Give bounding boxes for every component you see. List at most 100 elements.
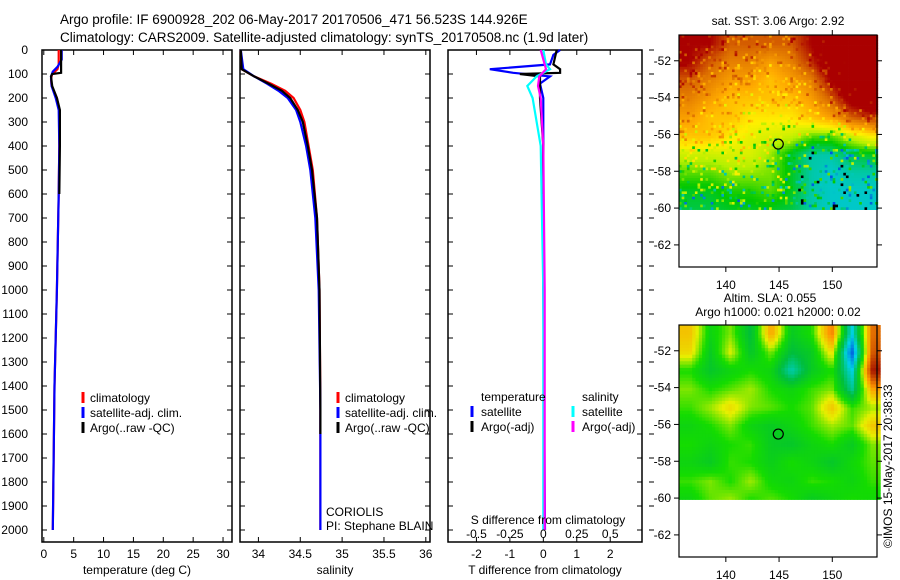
heatmap-cell	[808, 93, 812, 97]
heatmap-cell	[689, 178, 693, 182]
heatmap-cell	[737, 119, 741, 123]
heatmap-cell	[869, 80, 873, 84]
heatmap-cell	[692, 188, 696, 192]
heatmap-cell	[681, 149, 685, 153]
heatmap-cell	[750, 170, 754, 174]
heatmap-cell	[779, 149, 783, 153]
heatmap-cell	[785, 53, 789, 57]
x-tick-label: 36	[419, 547, 433, 561]
heatmap-cell	[694, 122, 698, 126]
heatmap-cell	[753, 40, 757, 44]
heatmap-cell	[710, 178, 714, 182]
heatmap-cell	[742, 90, 746, 94]
heatmap-cell	[814, 186, 818, 190]
heatmap-cell	[681, 175, 685, 179]
heatmap-cell	[708, 40, 712, 44]
heatmap-cell	[856, 103, 860, 107]
heatmap-cell	[782, 119, 786, 123]
heatmap-cell	[747, 199, 751, 203]
heatmap-cell	[867, 80, 871, 84]
heatmap-cell	[734, 40, 738, 44]
heatmap-cell	[734, 162, 738, 166]
heatmap-cell	[853, 194, 857, 198]
heatmap-cell	[777, 88, 781, 92]
heatmap-cell	[827, 167, 831, 171]
heatmap-cell	[763, 183, 767, 187]
heatmap-cell	[830, 154, 834, 158]
heatmap-cell	[718, 93, 722, 97]
heatmap-cell	[830, 164, 834, 168]
heatmap-cell	[853, 88, 857, 92]
heatmap-cell	[721, 111, 725, 115]
heatmap-cell	[800, 149, 804, 153]
heatmap-cell	[739, 149, 743, 153]
heatmap-cell	[792, 35, 796, 39]
heatmap-cell	[848, 37, 852, 41]
heatmap-cell	[851, 191, 855, 195]
heatmap-cell	[745, 141, 749, 145]
heatmap-cell	[681, 199, 685, 203]
heatmap-cell	[830, 186, 834, 190]
heatmap-cell	[840, 149, 844, 153]
heatmap-cell	[795, 162, 799, 166]
heatmap-cell	[686, 162, 690, 166]
heatmap-cell	[761, 188, 765, 192]
heatmap-cell	[755, 58, 759, 62]
heatmap-cell	[755, 42, 759, 46]
heatmap-cell	[694, 82, 698, 86]
heatmap-cell	[729, 64, 733, 68]
heatmap-cell	[771, 96, 775, 100]
heatmap-cell	[785, 96, 789, 100]
heatmap-cell	[779, 130, 783, 134]
heatmap-cell	[755, 93, 759, 97]
heatmap-cell	[747, 146, 751, 150]
heatmap-cell	[774, 191, 778, 195]
heatmap-cell	[856, 143, 860, 147]
heatmap-cell	[819, 35, 823, 39]
heatmap-cell	[782, 130, 786, 134]
heatmap-cell	[824, 64, 828, 68]
heatmap-cell	[732, 183, 736, 187]
heatmap-cell	[771, 159, 775, 163]
heatmap-cell	[808, 162, 812, 166]
heatmap-cell	[835, 103, 839, 107]
heatmap-cell	[679, 61, 683, 65]
heatmap-cell	[734, 135, 738, 139]
heatmap-cell	[853, 117, 857, 121]
heatmap-cell	[747, 93, 751, 97]
heatmap-cell	[792, 151, 796, 155]
heatmap-cell	[845, 90, 849, 94]
heatmap-cell	[819, 56, 823, 60]
heatmap-cell	[806, 45, 810, 49]
heatmap-cell	[816, 180, 820, 184]
heatmap-cell	[853, 64, 857, 68]
heatmap-cell	[737, 164, 741, 168]
heatmap-cell	[835, 74, 839, 78]
heatmap-cell	[867, 117, 871, 121]
heatmap-cell	[771, 64, 775, 68]
heatmap-cell	[864, 170, 868, 174]
heatmap-cell	[724, 164, 728, 168]
heatmap-cell	[845, 151, 849, 155]
heatmap-cell	[814, 167, 818, 171]
heatmap-cell	[739, 135, 743, 139]
heatmap-cell	[872, 141, 876, 145]
heatmap-cell	[861, 154, 865, 158]
heatmap-cell	[686, 80, 690, 84]
heatmap-cell	[816, 103, 820, 107]
heatmap-cell	[798, 117, 802, 121]
heatmap-cell	[761, 186, 765, 190]
heatmap-cell	[867, 114, 871, 118]
heatmap-cell	[724, 103, 728, 107]
heatmap-cell	[708, 159, 712, 163]
heatmap-cell	[726, 151, 730, 155]
heatmap-cell	[742, 56, 746, 60]
heatmap-cell	[811, 141, 815, 145]
heatmap-cell	[686, 196, 690, 200]
heatmap-cell	[716, 53, 720, 57]
x-tick-label: 34	[252, 547, 266, 561]
heatmap-cell	[774, 154, 778, 158]
heatmap-cell	[766, 130, 770, 134]
heatmap-cell	[732, 196, 736, 200]
